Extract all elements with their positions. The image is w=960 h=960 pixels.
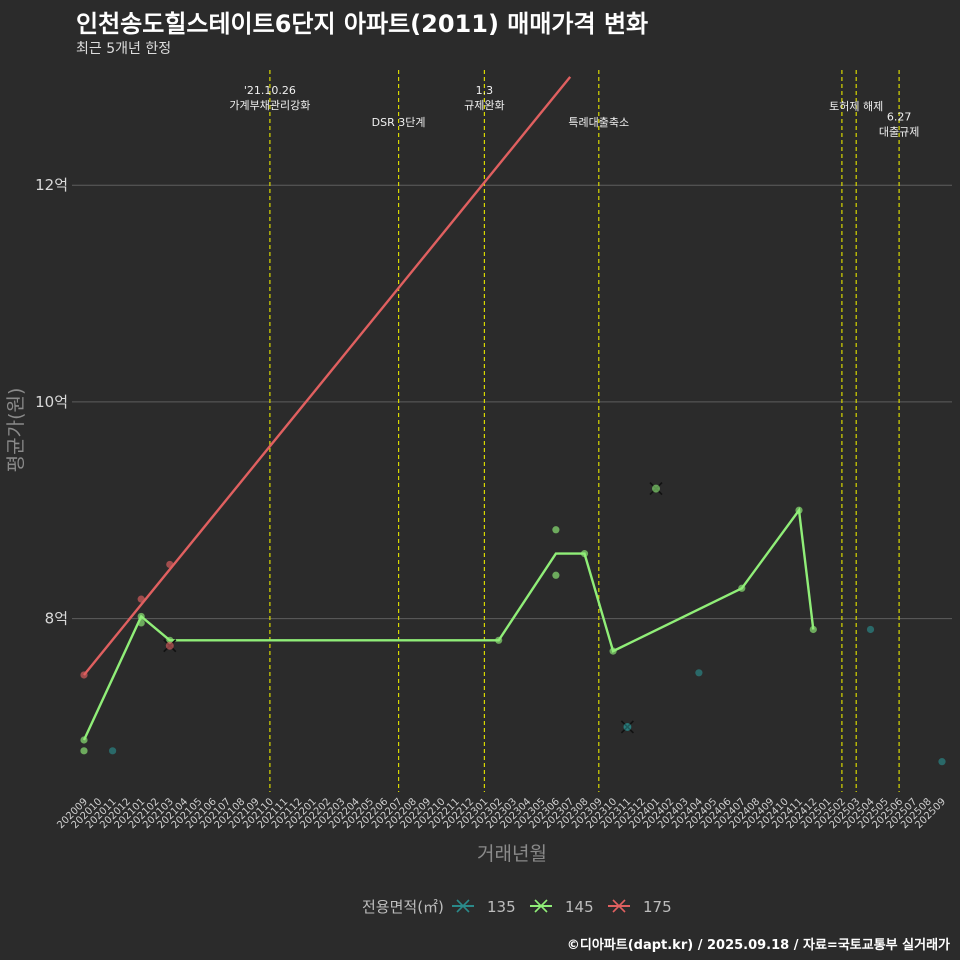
legend-label: 145	[565, 898, 594, 916]
event-label: 특례대출축소	[568, 116, 629, 129]
data-point-175	[137, 595, 145, 603]
source-caption: ©디아파트(dapt.kr) / 2025.09.18 / 자료=국토교통부 실…	[566, 938, 950, 953]
series-layer	[80, 76, 946, 766]
page-title: 인천송도힐스테이트6단지 아파트(2011) 매매가격 변화	[76, 10, 649, 38]
data-point-135	[938, 758, 946, 766]
y-axis-ticks: 8억 10억 12억	[35, 176, 68, 627]
event-label: 토허제 해제	[829, 99, 883, 113]
legend-label: 135	[487, 898, 516, 916]
data-point-145	[166, 636, 174, 644]
data-point-145	[738, 584, 746, 592]
data-point-145	[795, 506, 803, 514]
gridlines	[72, 184, 952, 620]
event-label: DSR 3단계	[372, 116, 426, 129]
cross-dot	[652, 484, 660, 493]
data-point-135	[866, 625, 875, 634]
cross-dot	[165, 641, 174, 650]
data-point-145	[609, 647, 617, 655]
event-label: 6.27	[887, 110, 912, 123]
data-point-145	[137, 619, 145, 627]
event-label: 대출규제	[879, 125, 919, 138]
data-point-175	[80, 671, 88, 679]
x-axis-title: 거래년월	[477, 843, 547, 865]
legend-label: 175	[643, 898, 672, 916]
cross-marker-175	[163, 639, 177, 653]
event-label: 가계부채관리강화	[229, 99, 310, 112]
cross-marker-135	[620, 720, 634, 734]
data-point-135	[695, 669, 703, 677]
data-point-145	[809, 625, 817, 634]
legend-item-175: 175	[608, 898, 672, 916]
data-point-145	[495, 636, 503, 644]
data-point-145	[552, 526, 560, 534]
series-line-175	[83, 76, 572, 676]
y-axis-title: 평균가(원)	[5, 388, 27, 473]
legend-item-145: 145	[530, 898, 594, 916]
data-point-145	[80, 736, 88, 744]
data-point-145	[580, 550, 589, 558]
y-tick-label: 12억	[35, 176, 68, 194]
x-axis-ticks: 2020092020102020112020122021012021022021…	[55, 796, 948, 831]
legend-swatch-cross	[534, 899, 548, 913]
legend-swatch-cross	[456, 899, 470, 913]
event-label: 1.3	[476, 84, 494, 97]
event-label: '21.10.26	[244, 84, 296, 97]
data-point-145	[552, 571, 560, 579]
cross-marker-145	[649, 482, 663, 496]
page-subtitle: 최근 5개년 한정	[76, 41, 172, 57]
y-tick-label: 10억	[35, 393, 68, 411]
series-line-145	[82, 507, 815, 741]
legend-swatch-cross	[612, 899, 626, 913]
cross-dot	[623, 722, 632, 731]
legend-title: 전용면적(㎡)	[362, 898, 444, 916]
data-point-145	[137, 612, 145, 621]
y-tick-label: 8억	[45, 610, 68, 628]
data-point-145	[80, 747, 88, 755]
legend: 전용면적(㎡) 135 145 175	[362, 898, 672, 916]
data-point-175	[166, 560, 174, 569]
data-point-135	[109, 747, 117, 755]
legend-item-135: 135	[452, 898, 516, 916]
event-label: 규제완화	[464, 99, 504, 112]
